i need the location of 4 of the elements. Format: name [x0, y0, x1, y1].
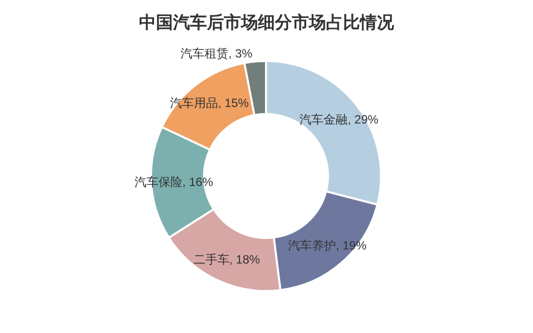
slice-label: 汽车金融, 29% [300, 112, 379, 126]
slice-label: 二手车, 18% [193, 252, 260, 267]
chart-title: 中国汽车后市场细分市场占比情况 [139, 13, 395, 32]
slice-label: 汽车租赁, 3% [180, 46, 253, 61]
